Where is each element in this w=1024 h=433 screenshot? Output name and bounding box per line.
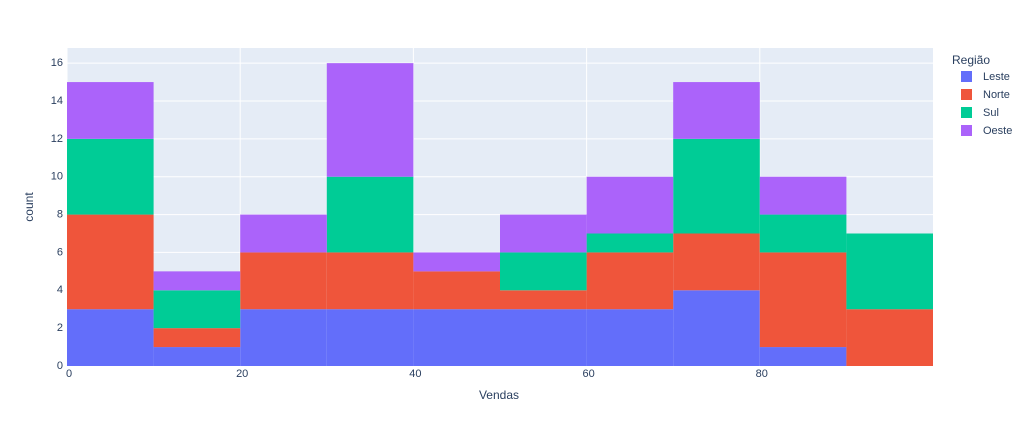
y-tick-label: 12	[51, 133, 63, 145]
x-tick-label: 80	[756, 368, 768, 380]
bar-segment	[67, 214, 154, 310]
x-tick-label: 20	[236, 368, 248, 380]
y-tick-label: 10	[51, 171, 63, 183]
bar-segment	[153, 328, 241, 348]
x-tick-label: 60	[582, 368, 594, 380]
bar-segment	[326, 252, 414, 310]
y-tick-label: 14	[51, 95, 63, 107]
legend-swatch	[961, 71, 972, 82]
legend-title: Região	[952, 53, 990, 67]
bar-segment	[759, 252, 847, 348]
legend-label: Leste	[983, 71, 1010, 83]
x-tick-label: 0	[66, 368, 72, 380]
legend-swatch	[961, 125, 972, 136]
bar-segment	[500, 290, 587, 310]
bar-segment	[846, 233, 933, 310]
y-tick-label: 0	[57, 360, 63, 372]
bar-segment	[67, 138, 154, 215]
legend-label: Norte	[983, 89, 1010, 101]
bar-segment	[326, 309, 414, 366]
bar-segment	[413, 271, 500, 310]
bar-segment	[326, 176, 414, 253]
x-tick-label: 40	[409, 368, 421, 380]
bar-segment	[673, 233, 760, 291]
bar-segment	[500, 309, 587, 366]
y-tick-label: 4	[57, 284, 63, 296]
bar-segment	[326, 63, 414, 177]
bar-segment	[586, 233, 674, 253]
legend-swatch	[961, 89, 972, 100]
legend-swatch	[961, 107, 972, 118]
bar-segment	[846, 309, 933, 366]
bar-segment	[153, 290, 241, 329]
bar-segment	[500, 252, 587, 291]
y-tick-label: 2	[57, 322, 63, 334]
bar-segment	[413, 309, 500, 366]
y-axis-title: count	[22, 192, 36, 222]
bar-segment	[153, 271, 241, 291]
x-axis-title: Vendas	[479, 388, 519, 402]
bar-segment	[67, 82, 154, 139]
legend-label: Oeste	[983, 125, 1012, 137]
bar-segment	[240, 309, 327, 366]
bar-segment	[586, 252, 674, 310]
bar-segment	[413, 252, 500, 272]
bar-segment	[759, 214, 847, 253]
bar-segment	[759, 347, 847, 366]
bar-segment	[500, 214, 587, 253]
bar-segment	[586, 176, 674, 234]
y-tick-label: 8	[57, 208, 63, 220]
bar-segment	[240, 214, 327, 253]
y-tick-label: 16	[51, 57, 63, 69]
bar-segment	[153, 347, 241, 366]
bar-segment	[240, 252, 327, 310]
bar-segment	[673, 290, 760, 366]
bar-segment	[586, 309, 674, 366]
bar-segment	[67, 309, 154, 366]
y-tick-label: 6	[57, 246, 63, 258]
legend-label: Sul	[983, 107, 999, 119]
bar-segment	[673, 82, 760, 139]
bar-segment	[673, 138, 760, 234]
bar-segment	[759, 176, 847, 215]
